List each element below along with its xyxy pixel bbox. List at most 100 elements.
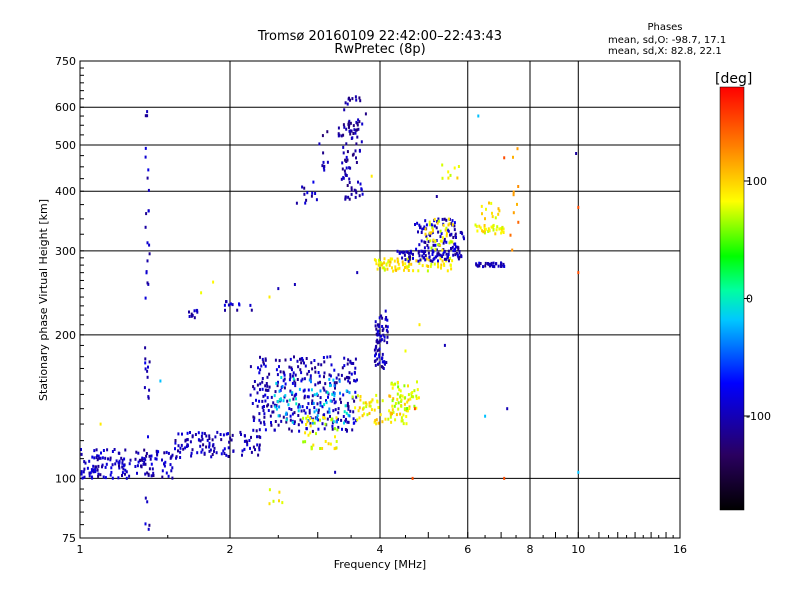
echo-point — [340, 400, 342, 404]
echo-point — [324, 440, 327, 443]
echo-point — [225, 432, 228, 436]
echo-point — [451, 223, 454, 227]
echo-point — [517, 185, 520, 188]
echo-point — [337, 417, 339, 421]
echo-point — [485, 207, 487, 211]
echo-point — [389, 411, 392, 415]
echo-point — [484, 414, 487, 418]
echo-point — [115, 459, 118, 463]
echo-point — [117, 461, 120, 465]
echo-point — [274, 405, 277, 409]
echo-point — [453, 224, 456, 228]
echo-point — [337, 373, 340, 377]
echo-point — [378, 323, 381, 327]
echo-point — [387, 417, 390, 421]
echo-point — [321, 405, 324, 409]
echo-point — [344, 404, 347, 408]
echo-point — [396, 392, 399, 396]
echo-point — [279, 388, 282, 392]
echo-point — [417, 249, 420, 253]
echo-point — [301, 358, 304, 362]
echo-point — [454, 232, 457, 236]
echo-point — [118, 466, 121, 470]
echo-point — [346, 401, 349, 405]
echo-point — [144, 462, 147, 466]
echo-point — [490, 225, 493, 229]
echo-point — [358, 194, 361, 198]
echo-point — [450, 240, 453, 244]
echo-point — [307, 402, 310, 406]
echo-point — [477, 114, 480, 118]
echo-point — [454, 234, 457, 238]
echo-point — [263, 412, 266, 416]
echo-point — [431, 248, 434, 252]
echo-point — [462, 235, 465, 239]
echo-point — [478, 261, 481, 265]
echo-point — [189, 431, 191, 434]
echo-point — [346, 150, 349, 154]
echo-point — [433, 217, 436, 221]
echo-point — [299, 368, 302, 372]
echo-point — [283, 377, 286, 381]
echo-point — [348, 181, 351, 184]
echo-point — [274, 420, 277, 423]
echo-point — [346, 428, 348, 432]
echo-point — [310, 194, 313, 198]
echo-point — [124, 472, 126, 476]
echo-point — [261, 387, 264, 391]
echo-point — [264, 399, 267, 403]
echo-point — [147, 527, 150, 531]
echo-point — [374, 354, 376, 358]
echo-point — [375, 262, 378, 266]
echo-point — [349, 98, 351, 102]
echo-point — [349, 121, 352, 125]
echo-point — [228, 440, 231, 444]
echo-point — [452, 253, 455, 257]
echo-point — [301, 377, 304, 381]
echo-point — [311, 367, 314, 371]
echo-point — [300, 409, 303, 413]
echo-point — [492, 264, 495, 268]
y-tick-label: 400 — [55, 185, 76, 198]
echo-point — [288, 378, 291, 382]
echo-point — [344, 101, 347, 105]
echo-point — [420, 249, 423, 253]
echo-point — [329, 355, 332, 359]
echo-point — [380, 314, 383, 318]
echo-point — [398, 251, 401, 255]
echo-point — [400, 250, 403, 254]
echo-point — [429, 231, 432, 235]
echo-point — [299, 418, 302, 422]
echo-point — [293, 411, 296, 415]
echo-point — [391, 266, 393, 270]
echo-point — [294, 384, 297, 388]
echo-point — [343, 169, 346, 173]
echo-point — [384, 317, 387, 321]
echo-point — [171, 466, 174, 470]
echo-point — [354, 149, 357, 153]
echo-point — [415, 394, 418, 398]
echo-point — [97, 464, 100, 468]
echo-point — [488, 263, 491, 266]
echo-point — [147, 395, 150, 399]
echo-point — [337, 425, 340, 429]
echo-point — [344, 377, 347, 381]
echo-point — [410, 262, 413, 266]
echo-point — [311, 399, 314, 403]
echo-point — [354, 195, 357, 199]
echo-point — [443, 257, 446, 261]
echo-point — [424, 219, 427, 223]
echo-point — [297, 409, 300, 413]
echo-point — [264, 388, 267, 392]
echo-point — [136, 471, 138, 475]
echo-point — [304, 201, 307, 205]
echo-point — [312, 180, 315, 184]
echo-point — [478, 264, 481, 268]
echo-point — [146, 375, 149, 379]
echo-point — [419, 258, 422, 262]
echo-point — [100, 451, 102, 455]
echo-point — [408, 405, 411, 409]
echo-point — [303, 192, 306, 196]
x-axis-label: Frequency [MHz] — [334, 558, 426, 571]
echo-point — [163, 462, 165, 466]
